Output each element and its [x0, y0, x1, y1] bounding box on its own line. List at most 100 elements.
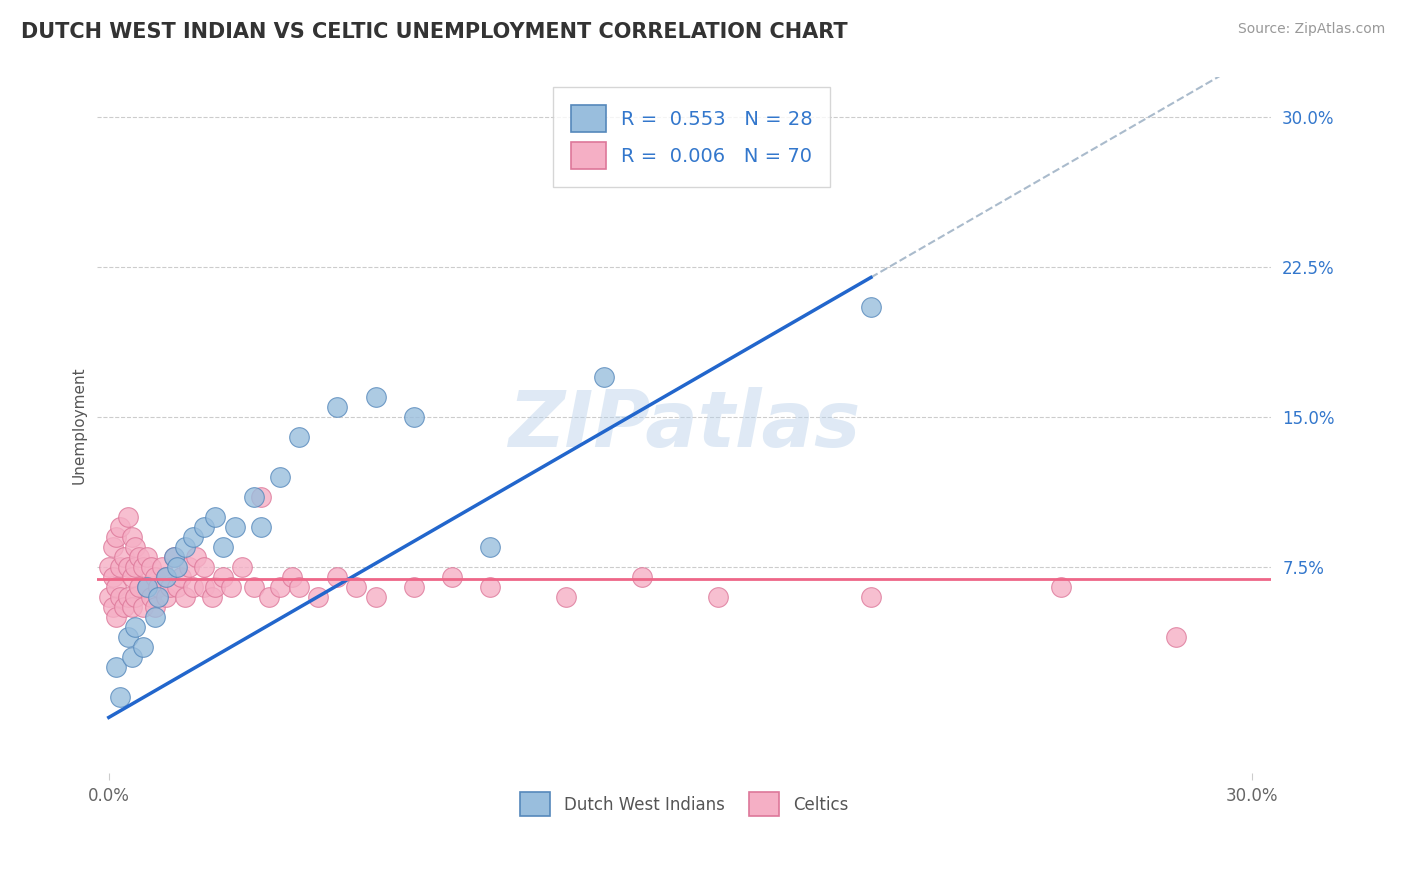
- Point: [707, 591, 730, 605]
- Point: [121, 600, 143, 615]
- Point: [121, 570, 143, 584]
- Point: [132, 640, 155, 655]
- Point: [242, 581, 264, 595]
- Point: [204, 510, 226, 524]
- Point: [177, 560, 200, 574]
- Point: [231, 560, 253, 574]
- Point: [593, 370, 616, 384]
- Point: [224, 520, 246, 534]
- Point: [269, 581, 291, 595]
- Point: [101, 600, 124, 615]
- Point: [135, 581, 157, 595]
- Point: [155, 570, 177, 584]
- Y-axis label: Unemployment: Unemployment: [72, 367, 86, 484]
- Point: [193, 581, 215, 595]
- Point: [326, 401, 349, 415]
- Point: [159, 581, 181, 595]
- Point: [242, 491, 264, 505]
- Point: [121, 650, 143, 665]
- Point: [288, 581, 311, 595]
- Point: [170, 570, 193, 584]
- Point: [201, 591, 224, 605]
- Point: [162, 550, 184, 565]
- Point: [135, 550, 157, 565]
- Point: [117, 631, 139, 645]
- Point: [132, 600, 155, 615]
- Point: [139, 591, 162, 605]
- Point: [1050, 581, 1073, 595]
- Point: [346, 581, 368, 595]
- Point: [128, 550, 150, 565]
- Point: [97, 591, 120, 605]
- Point: [166, 581, 188, 595]
- Point: [105, 610, 128, 624]
- Point: [193, 520, 215, 534]
- Point: [326, 570, 349, 584]
- Point: [478, 581, 501, 595]
- Point: [148, 581, 170, 595]
- Point: [155, 591, 177, 605]
- Point: [364, 591, 387, 605]
- Point: [110, 690, 132, 705]
- Point: [143, 610, 166, 624]
- Point: [110, 520, 132, 534]
- Point: [181, 581, 204, 595]
- Point: [150, 560, 173, 574]
- Point: [174, 591, 197, 605]
- Point: [124, 591, 146, 605]
- Point: [124, 560, 146, 574]
- Point: [440, 570, 463, 584]
- Point: [110, 560, 132, 574]
- Point: [162, 550, 184, 565]
- Point: [212, 570, 235, 584]
- Point: [97, 560, 120, 574]
- Point: [166, 560, 188, 574]
- Point: [269, 470, 291, 484]
- Point: [124, 541, 146, 555]
- Point: [364, 391, 387, 405]
- Point: [193, 560, 215, 574]
- Point: [219, 581, 242, 595]
- Point: [402, 410, 425, 425]
- Point: [555, 591, 578, 605]
- Point: [174, 541, 197, 555]
- Point: [288, 430, 311, 444]
- Point: [139, 560, 162, 574]
- Point: [402, 581, 425, 595]
- Point: [105, 660, 128, 674]
- Point: [121, 531, 143, 545]
- Point: [132, 560, 155, 574]
- Point: [110, 591, 132, 605]
- Point: [280, 570, 302, 584]
- Point: [250, 491, 273, 505]
- Point: [250, 520, 273, 534]
- Point: [143, 600, 166, 615]
- Legend: Dutch West Indians, Celtics: Dutch West Indians, Celtics: [512, 784, 856, 824]
- Point: [135, 581, 157, 595]
- Point: [117, 591, 139, 605]
- Point: [101, 541, 124, 555]
- Point: [181, 531, 204, 545]
- Point: [155, 570, 177, 584]
- Point: [186, 550, 208, 565]
- Point: [257, 591, 280, 605]
- Point: [101, 570, 124, 584]
- Point: [478, 541, 501, 555]
- Point: [143, 570, 166, 584]
- Point: [307, 591, 329, 605]
- Point: [105, 581, 128, 595]
- Point: [128, 581, 150, 595]
- Point: [105, 531, 128, 545]
- Point: [631, 570, 654, 584]
- Point: [859, 301, 882, 315]
- Point: [117, 510, 139, 524]
- Point: [1164, 631, 1187, 645]
- Point: [148, 591, 170, 605]
- Point: [112, 600, 135, 615]
- Text: Source: ZipAtlas.com: Source: ZipAtlas.com: [1237, 22, 1385, 37]
- Point: [859, 591, 882, 605]
- Point: [212, 541, 235, 555]
- Point: [204, 581, 226, 595]
- Point: [112, 550, 135, 565]
- Point: [124, 620, 146, 634]
